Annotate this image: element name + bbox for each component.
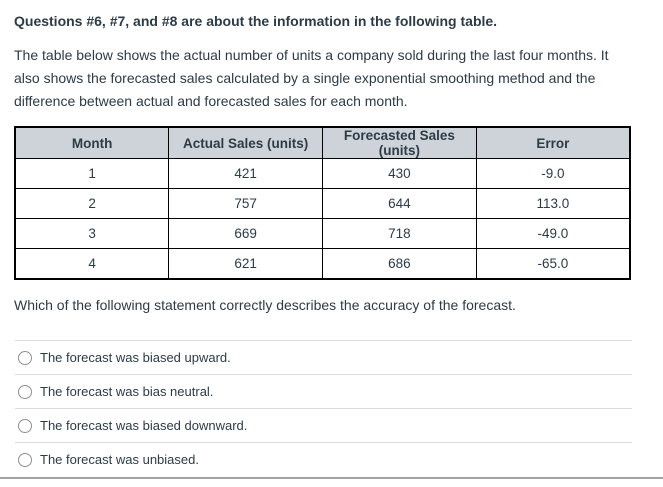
cell-error: -65.0 xyxy=(475,248,631,280)
cell-actual-sales: 621 xyxy=(168,248,323,280)
cell-error: -49.0 xyxy=(475,218,631,249)
table-row: 2 757 644 113.0 xyxy=(14,188,631,219)
column-header-error: Error xyxy=(475,126,631,159)
cell-month: 4 xyxy=(14,248,170,280)
cell-actual-sales: 669 xyxy=(168,218,323,249)
column-header-actual-sales: Actual Sales (units) xyxy=(168,126,323,159)
question-group-title: Questions #6, #7, and #8 are about the i… xyxy=(14,13,498,29)
cell-error: 113.0 xyxy=(475,188,631,219)
sales-forecast-table: Month Actual Sales (units) Forecasted Sa… xyxy=(14,126,631,280)
radio-button-icon[interactable] xyxy=(18,452,32,467)
radio-button-icon[interactable] xyxy=(18,418,32,433)
radio-button-icon[interactable] xyxy=(18,384,32,399)
answer-option-label[interactable]: The forecast was biased upward. xyxy=(40,349,231,365)
answer-option-biased-downward[interactable]: The forecast was biased downward. xyxy=(15,408,632,442)
answer-options-list: The forecast was biased upward. The fore… xyxy=(15,340,632,476)
answer-option-unbiased[interactable]: The forecast was unbiased. xyxy=(15,442,632,476)
table-header-row: Month Actual Sales (units) Forecasted Sa… xyxy=(14,126,631,159)
quiz-question-panel: Questions #6, #7, and #8 are about the i… xyxy=(14,13,632,476)
cell-actual-sales: 757 xyxy=(168,188,323,219)
question-description: The table below shows the actual number … xyxy=(14,47,609,109)
table-row: 3 669 718 -49.0 xyxy=(14,218,631,249)
cell-month: 1 xyxy=(14,158,170,189)
cell-forecasted-sales: 718 xyxy=(322,218,477,249)
cell-month: 2 xyxy=(14,188,170,219)
cell-month: 3 xyxy=(14,218,170,249)
table-row: 4 621 686 -65.0 xyxy=(14,248,631,280)
column-header-month: Month xyxy=(14,126,170,159)
answer-option-label[interactable]: The forecast was unbiased. xyxy=(40,451,199,467)
answer-option-label[interactable]: The forecast was bias neutral. xyxy=(40,383,214,399)
column-header-forecasted-sales: Forecasted Sales (units) xyxy=(322,126,477,159)
answer-option-biased-upward[interactable]: The forecast was biased upward. xyxy=(15,340,632,374)
answer-option-label[interactable]: The forecast was biased downward. xyxy=(40,417,248,433)
cell-forecasted-sales: 644 xyxy=(322,188,477,219)
radio-button-icon[interactable] xyxy=(18,350,32,365)
cell-error: -9.0 xyxy=(475,158,631,189)
section-divider xyxy=(0,477,663,479)
question-text: Which of the following statement correct… xyxy=(14,297,516,313)
cell-actual-sales: 421 xyxy=(168,158,323,189)
answer-option-bias-neutral[interactable]: The forecast was bias neutral. xyxy=(15,374,632,408)
cell-forecasted-sales: 430 xyxy=(322,158,477,189)
cell-forecasted-sales: 686 xyxy=(322,248,477,280)
table-row: 1 421 430 -9.0 xyxy=(14,158,631,189)
